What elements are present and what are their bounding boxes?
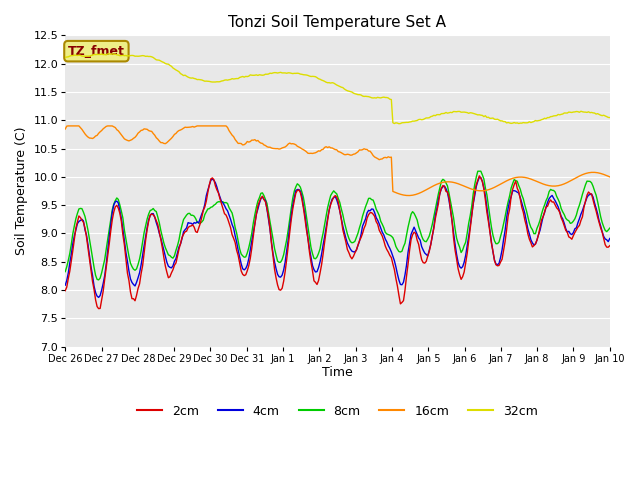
Legend: 2cm, 4cm, 8cm, 16cm, 32cm: 2cm, 4cm, 8cm, 16cm, 32cm [132,400,543,423]
Y-axis label: Soil Temperature (C): Soil Temperature (C) [15,127,28,255]
Title: Tonzi Soil Temperature Set A: Tonzi Soil Temperature Set A [228,15,447,30]
X-axis label: Time: Time [322,366,353,379]
Text: TZ_fmet: TZ_fmet [68,45,125,58]
